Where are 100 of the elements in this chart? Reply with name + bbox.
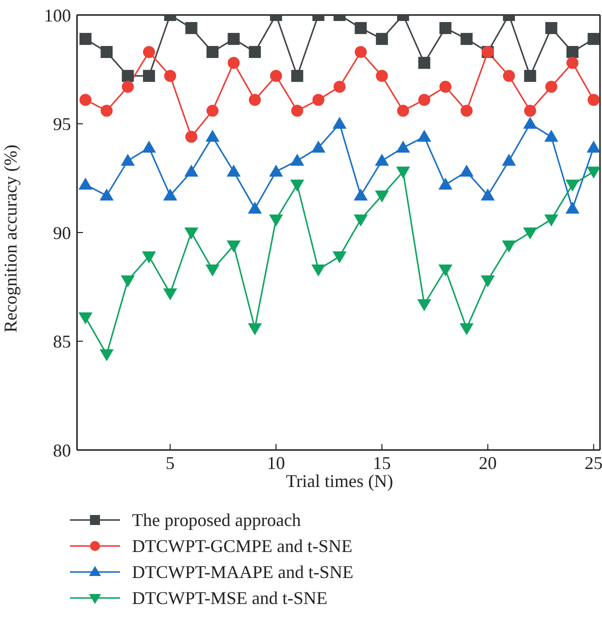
point — [332, 116, 347, 129]
point — [185, 130, 198, 143]
point — [142, 140, 156, 153]
point — [164, 70, 176, 82]
y-tick-label: 90 — [53, 222, 71, 243]
point — [460, 104, 473, 117]
point — [354, 46, 367, 58]
y-axis-title: Recognition accuracy (%) — [0, 144, 20, 332]
x-tick-label: 25 — [584, 452, 602, 473]
point — [417, 299, 432, 312]
point — [566, 46, 578, 58]
point — [586, 140, 600, 153]
point — [397, 104, 410, 117]
point — [79, 94, 92, 106]
point — [586, 166, 600, 179]
point — [228, 56, 240, 69]
x-tick-label: 20 — [478, 452, 497, 473]
point — [332, 251, 347, 264]
point — [524, 70, 536, 82]
point — [270, 70, 282, 82]
point — [122, 80, 134, 93]
point — [544, 130, 558, 142]
point — [438, 264, 452, 276]
point — [291, 70, 304, 82]
point — [226, 164, 241, 177]
point — [206, 46, 219, 58]
point — [248, 46, 261, 58]
point — [206, 130, 220, 142]
point — [502, 70, 515, 82]
point — [120, 275, 135, 288]
point — [79, 32, 92, 45]
point — [502, 240, 516, 253]
point — [354, 214, 368, 226]
point — [291, 104, 304, 117]
point — [248, 323, 262, 336]
point — [438, 178, 452, 190]
point — [480, 275, 495, 288]
point — [460, 323, 474, 336]
point — [100, 104, 113, 117]
point — [460, 164, 474, 177]
y-tick-label: 80 — [53, 440, 71, 460]
point — [418, 94, 430, 106]
x-tick-label: 5 — [166, 452, 175, 473]
legend-label: The proposed approach — [132, 510, 301, 530]
point — [248, 94, 261, 106]
point — [226, 240, 241, 253]
point — [460, 32, 473, 45]
point — [417, 130, 432, 142]
point — [290, 154, 304, 166]
point — [142, 70, 155, 82]
y-tick-label: 95 — [53, 114, 71, 134]
point — [100, 349, 114, 362]
point — [78, 178, 92, 190]
point — [163, 288, 178, 300]
point — [142, 251, 156, 264]
point — [311, 264, 326, 276]
point — [374, 154, 389, 166]
point — [588, 94, 600, 106]
legend-label: DTCWPT-MAAPE and t-SNE — [132, 562, 354, 582]
point — [120, 154, 135, 166]
point — [290, 180, 304, 192]
point — [184, 228, 198, 240]
point — [163, 188, 178, 201]
point — [480, 188, 495, 201]
point — [184, 164, 198, 177]
point — [565, 202, 580, 214]
point — [439, 80, 452, 93]
point — [502, 154, 516, 166]
legend-label: DTCWPT-GCMPE and t-SNE — [132, 536, 352, 556]
point — [439, 22, 452, 34]
point — [248, 202, 262, 214]
point — [311, 140, 326, 153]
x-tick-label: 15 — [372, 452, 391, 473]
point — [185, 22, 198, 34]
point — [588, 32, 600, 45]
point — [565, 180, 580, 192]
point — [334, 80, 346, 93]
point — [544, 214, 558, 226]
point — [78, 312, 92, 324]
point — [545, 80, 558, 93]
point — [524, 104, 536, 117]
y-tick-label: 100 — [44, 5, 71, 26]
point — [206, 104, 219, 117]
point — [269, 164, 284, 177]
point — [228, 32, 240, 45]
legend-label: DTCWPT-MSE and t-SNE — [132, 588, 328, 608]
point — [566, 56, 578, 69]
point — [206, 264, 220, 276]
point — [100, 46, 113, 58]
x-axis-title: Trial times (N) — [284, 471, 394, 493]
point — [142, 46, 155, 58]
point — [545, 22, 558, 34]
y-tick-label: 85 — [53, 332, 71, 352]
point — [376, 32, 388, 45]
x-tick-label: 10 — [267, 452, 286, 473]
point — [396, 166, 410, 179]
point — [523, 228, 538, 240]
point — [122, 70, 134, 82]
point — [354, 22, 367, 34]
point — [396, 140, 410, 153]
